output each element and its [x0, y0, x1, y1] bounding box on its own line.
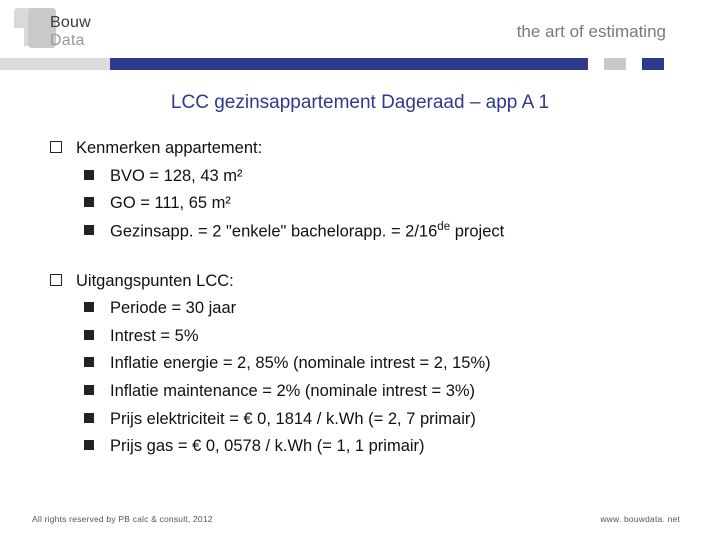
list-item: GO = 111, 65 m² — [84, 191, 670, 217]
footer-left: All rights reserved by PB calc & consult… — [32, 514, 213, 524]
header-rule-segment — [0, 58, 110, 70]
section-heading: Uitgangspunten LCC: — [50, 269, 670, 295]
list-item: BVO = 128, 43 m² — [84, 164, 670, 190]
header-rule — [0, 58, 720, 70]
header-rule-segment — [626, 58, 642, 70]
list-item: Prijs gas = € 0, 0578 / k.Wh (= 1, 1 pri… — [84, 434, 670, 460]
list-item: Intrest = 5% — [84, 324, 670, 350]
header-rule-segment — [642, 58, 664, 70]
header-rule-segment — [588, 58, 604, 70]
slide-header: Bouw Data the art of estimating — [0, 0, 720, 60]
header-rule-segment — [110, 58, 588, 70]
slide-title: LCC gezinsappartement Dageraad – app A 1 — [0, 92, 720, 114]
tagline: the art of estimating — [517, 22, 666, 42]
list-item: Inflatie energie = 2, 85% (nominale intr… — [84, 351, 670, 377]
list-item: Gezinsapp. = 2 "enkele" bachelorapp. = 2… — [84, 219, 670, 245]
logo-text-bottom: Data — [50, 32, 85, 50]
list-item: Periode = 30 jaar — [84, 296, 670, 322]
slide-content: Kenmerken appartement:BVO = 128, 43 m²GO… — [50, 136, 670, 462]
header-rule-segment — [664, 58, 720, 70]
list-item: Inflatie maintenance = 2% (nominale intr… — [84, 379, 670, 405]
logo-text-top: Bouw — [50, 14, 91, 32]
logo: Bouw Data — [14, 6, 114, 54]
header-rule-segment — [604, 58, 626, 70]
section-heading: Kenmerken appartement: — [50, 136, 670, 162]
footer-right: www. bouwdata. net — [600, 514, 680, 524]
list-item: Prijs elektriciteit = € 0, 1814 / k.Wh (… — [84, 407, 670, 433]
